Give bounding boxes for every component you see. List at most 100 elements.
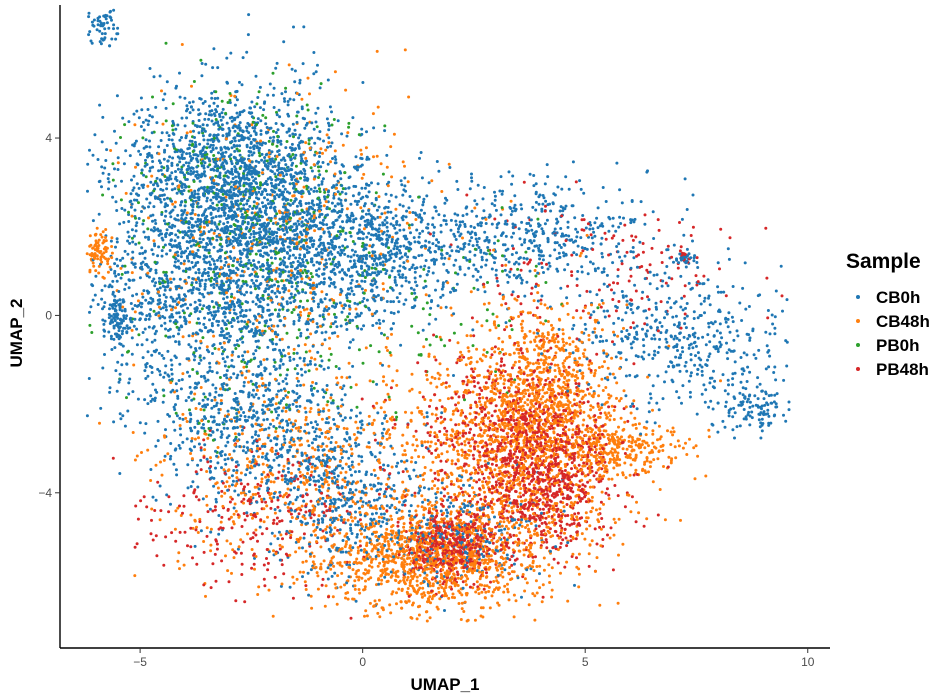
point-cb0h [630,200,634,203]
point-pb48h [430,451,434,455]
point-cb0h [193,189,197,193]
point-cb0h [293,199,297,203]
point-pb48h [611,298,615,301]
point-cb0h [266,458,270,462]
point-cb0h [206,138,210,142]
point-cb48h [522,473,526,477]
point-cb0h [216,461,220,465]
point-cb0h [236,426,239,429]
point-cb48h [549,422,553,425]
point-cb48h [239,471,243,475]
point-cb48h [256,593,260,596]
point-cb0h [307,431,311,435]
point-cb48h [526,523,529,527]
point-cb0h [751,404,755,408]
point-cb48h [469,290,473,294]
point-cb0h [157,351,161,355]
point-cb48h [476,508,479,512]
point-cb0h [288,585,292,589]
point-cb0h [262,497,266,501]
point-pb48h [601,538,605,541]
point-cb0h [612,321,616,325]
point-cb48h [582,355,586,358]
point-cb0h [109,314,113,318]
point-cb48h [301,515,305,519]
point-cb48h [477,592,481,596]
point-cb48h [390,517,394,521]
point-cb48h [391,379,395,383]
point-cb48h [575,370,579,374]
point-cb0h [362,248,366,252]
point-cb0h [389,311,393,315]
point-cb48h [482,348,486,352]
point-cb0h [176,123,180,127]
point-cb0h [141,331,145,334]
point-cb0h [364,247,368,251]
point-pb48h [570,253,574,257]
point-cb48h [434,413,438,417]
point-cb48h [88,244,92,248]
point-pb48h [495,276,499,280]
point-cb48h [522,395,526,398]
point-cb0h [130,228,134,232]
point-cb0h [211,430,215,434]
point-cb0h [479,275,483,279]
point-cb48h [358,539,362,543]
point-cb0h [349,234,353,238]
point-cb48h [552,356,556,360]
point-cb0h [298,81,302,85]
point-cb0h [117,273,121,276]
point-pb48h [575,309,579,313]
point-cb0h [154,388,157,392]
point-cb0h [219,402,223,406]
point-cb0h [113,319,117,323]
point-cb0h [278,364,282,368]
point-cb0h [260,152,264,156]
point-cb0h [503,527,507,531]
point-cb48h [526,373,530,377]
point-cb0h [181,236,185,239]
point-cb0h [401,204,405,208]
point-pb48h [493,217,497,221]
point-cb48h [347,361,351,365]
point-pb0h [284,86,288,90]
point-cb0h [117,290,121,293]
point-cb0h [170,188,174,192]
point-cb0h [122,220,126,224]
point-cb48h [193,392,197,396]
point-cb48h [459,618,463,621]
point-cb0h [349,523,353,527]
point-pb0h [191,150,195,153]
point-cb0h [209,459,213,463]
point-cb48h [600,475,604,479]
point-cb0h [235,144,239,148]
point-pb48h [111,456,115,460]
point-cb48h [526,349,529,353]
point-pb0h [305,184,309,188]
point-cb48h [547,340,551,344]
point-cb0h [103,319,107,323]
point-cb0h [505,273,509,277]
point-cb0h [351,194,355,198]
point-cb48h [348,544,352,548]
point-pb0h [111,178,115,182]
point-pb0h [217,274,221,278]
point-cb0h [217,514,221,517]
point-cb0h [394,195,398,199]
point-cb48h [422,415,426,419]
point-cb0h [242,293,246,297]
point-cb0h [189,159,193,162]
point-cb0h [254,476,257,480]
point-cb0h [322,317,326,321]
point-cb0h [738,301,742,305]
point-cb0h [255,444,259,448]
point-pb0h [257,151,261,155]
point-cb48h [552,431,556,435]
point-cb48h [524,392,528,396]
point-cb0h [98,103,102,107]
point-cb48h [460,466,464,470]
point-pb48h [518,366,521,370]
point-cb48h [457,453,461,456]
point-pb0h [285,140,289,143]
point-cb48h [512,504,516,508]
